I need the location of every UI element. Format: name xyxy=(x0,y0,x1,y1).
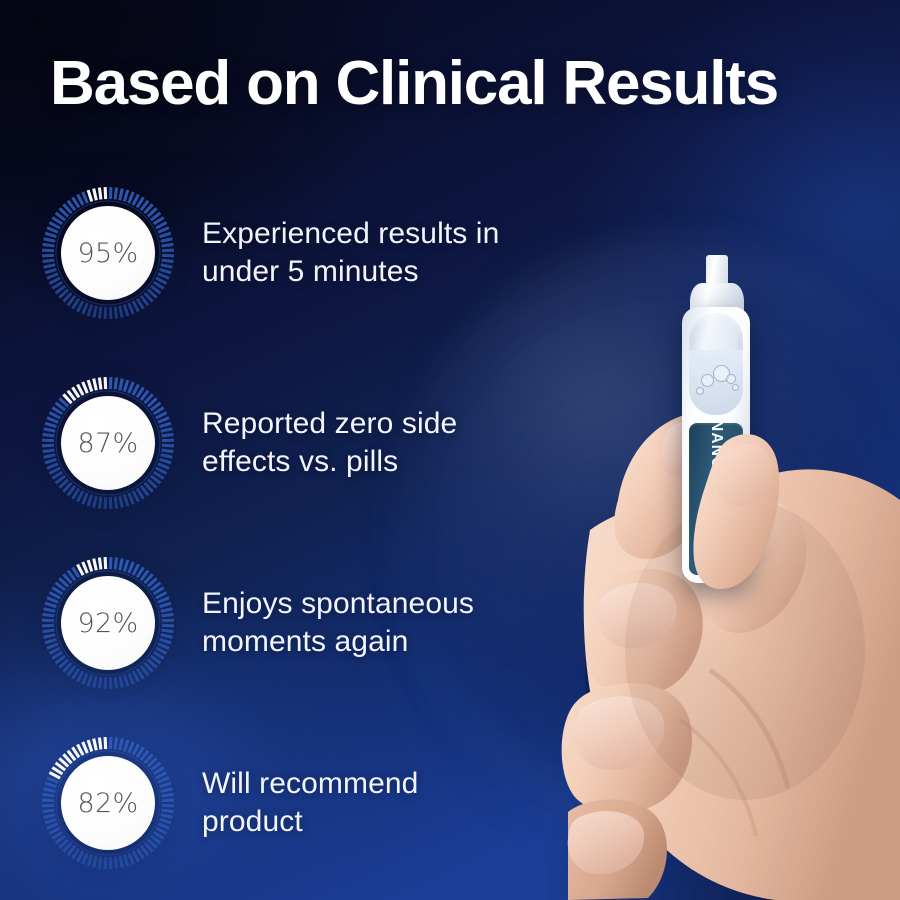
pinky-finger-nail xyxy=(567,811,645,875)
stat-line-1: Reported zero side xyxy=(202,406,458,440)
gauge-ticks-icon xyxy=(41,556,175,690)
gauge-ticks-icon xyxy=(41,186,175,320)
stat-description: Reported zero side effects vs. pills xyxy=(202,405,457,481)
bubble-icon xyxy=(696,387,704,395)
bubble-icon xyxy=(726,374,736,384)
stat-description: Will recommend product xyxy=(202,765,418,841)
stat-description: Experienced results in under 5 minutes xyxy=(202,215,499,291)
stat-line-2: effects vs. pills xyxy=(202,445,399,478)
progress-gauge: 87% xyxy=(40,375,176,511)
gauge-center-disc: 82% xyxy=(61,756,155,850)
stat-line-1: Will recommend xyxy=(202,766,419,800)
device-nozzle-tip xyxy=(706,255,728,289)
progress-gauge: 95% xyxy=(40,185,176,321)
stat-line-2: product xyxy=(202,805,303,838)
bubble-icon xyxy=(701,374,714,387)
stat-line-1: Experienced results in xyxy=(202,216,500,250)
gauge-percent-value: 82% xyxy=(77,787,139,819)
device-liquid-chamber xyxy=(689,313,743,415)
gauge-percent-value: 95% xyxy=(77,237,139,269)
page-title: Based on Clinical Results xyxy=(50,49,779,118)
gauge-ticks-icon xyxy=(41,736,175,870)
device-brand-name: NANOLIPO HARDX xyxy=(708,423,725,575)
stat-row: 82% Will recommend product xyxy=(0,733,560,873)
gauge-percent-value: 92% xyxy=(77,607,139,639)
progress-gauge: 92% xyxy=(40,555,176,691)
product-photo: NANOLIPO HARDX xyxy=(560,200,900,900)
gauge-ticks-icon xyxy=(41,376,175,510)
stat-row: 87% Reported zero side effects vs. pills xyxy=(0,373,560,513)
gauge-center-disc: 92% xyxy=(61,576,155,670)
device-liquid xyxy=(689,349,743,415)
stat-description: Enjoys spontaneous moments again xyxy=(202,585,474,661)
nasal-spray-device: NANOLIPO HARDX xyxy=(682,255,750,585)
stat-row: 92% Enjoys spontaneous moments again xyxy=(0,553,560,693)
gauge-center-disc: 95% xyxy=(61,206,155,300)
progress-gauge: 82% xyxy=(40,735,176,871)
gauge-percent-value: 87% xyxy=(77,427,139,459)
stat-line-2: under 5 minutes xyxy=(202,255,419,288)
stat-row: 95% Experienced results in under 5 minut… xyxy=(0,183,560,323)
bubble-icon xyxy=(713,365,730,382)
device-brand-label: NANOLIPO HARDX xyxy=(689,423,743,575)
stat-line-2: moments again xyxy=(202,625,409,658)
stat-line-1: Enjoys spontaneous xyxy=(202,586,474,620)
bubble-icon xyxy=(732,384,739,391)
gauge-center-disc: 87% xyxy=(61,396,155,490)
